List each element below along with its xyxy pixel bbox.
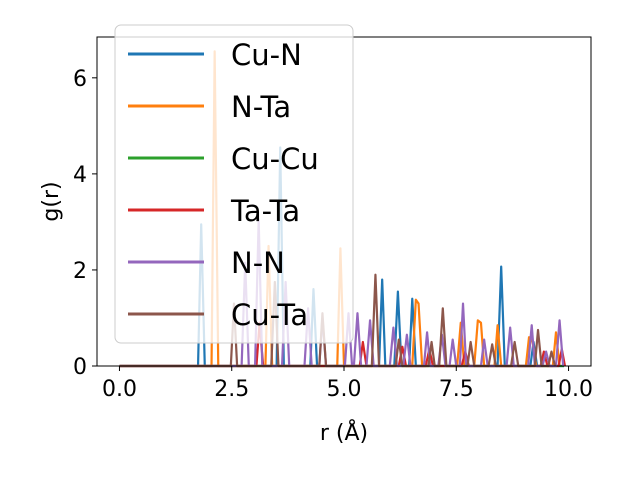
- x-axis-label: r (Å): [320, 419, 368, 446]
- legend-frame: [114, 24, 354, 344]
- y-tick-label: 2: [73, 259, 87, 284]
- y-tick-label: 4: [73, 163, 87, 188]
- legend-label: N-N: [231, 246, 285, 280]
- legend-label: Cu-N: [231, 38, 302, 72]
- x-tick-label: 5.0: [327, 377, 362, 402]
- y-axis-ticks: 0 2 4 6: [73, 67, 97, 380]
- x-tick-label: 10.0: [544, 377, 593, 402]
- legend: Cu-N N-Ta Cu-Cu Ta-Ta N-N Cu-Ta: [114, 24, 354, 344]
- x-tick-label: 2.5: [214, 377, 249, 402]
- x-axis-ticks: 0.0 2.5 5.0 7.5 10.0: [102, 366, 593, 402]
- x-tick-label: 0.0: [102, 377, 137, 402]
- legend-label: Cu-Cu: [231, 142, 319, 176]
- legend-label: Cu-Ta: [231, 298, 308, 332]
- x-tick-label: 7.5: [439, 377, 474, 402]
- y-tick-label: 0: [73, 355, 87, 380]
- legend-label: Ta-Ta: [230, 194, 300, 228]
- y-tick-label: 6: [73, 67, 87, 92]
- legend-label: N-Ta: [231, 90, 291, 124]
- y-axis-label: g(r): [39, 181, 64, 221]
